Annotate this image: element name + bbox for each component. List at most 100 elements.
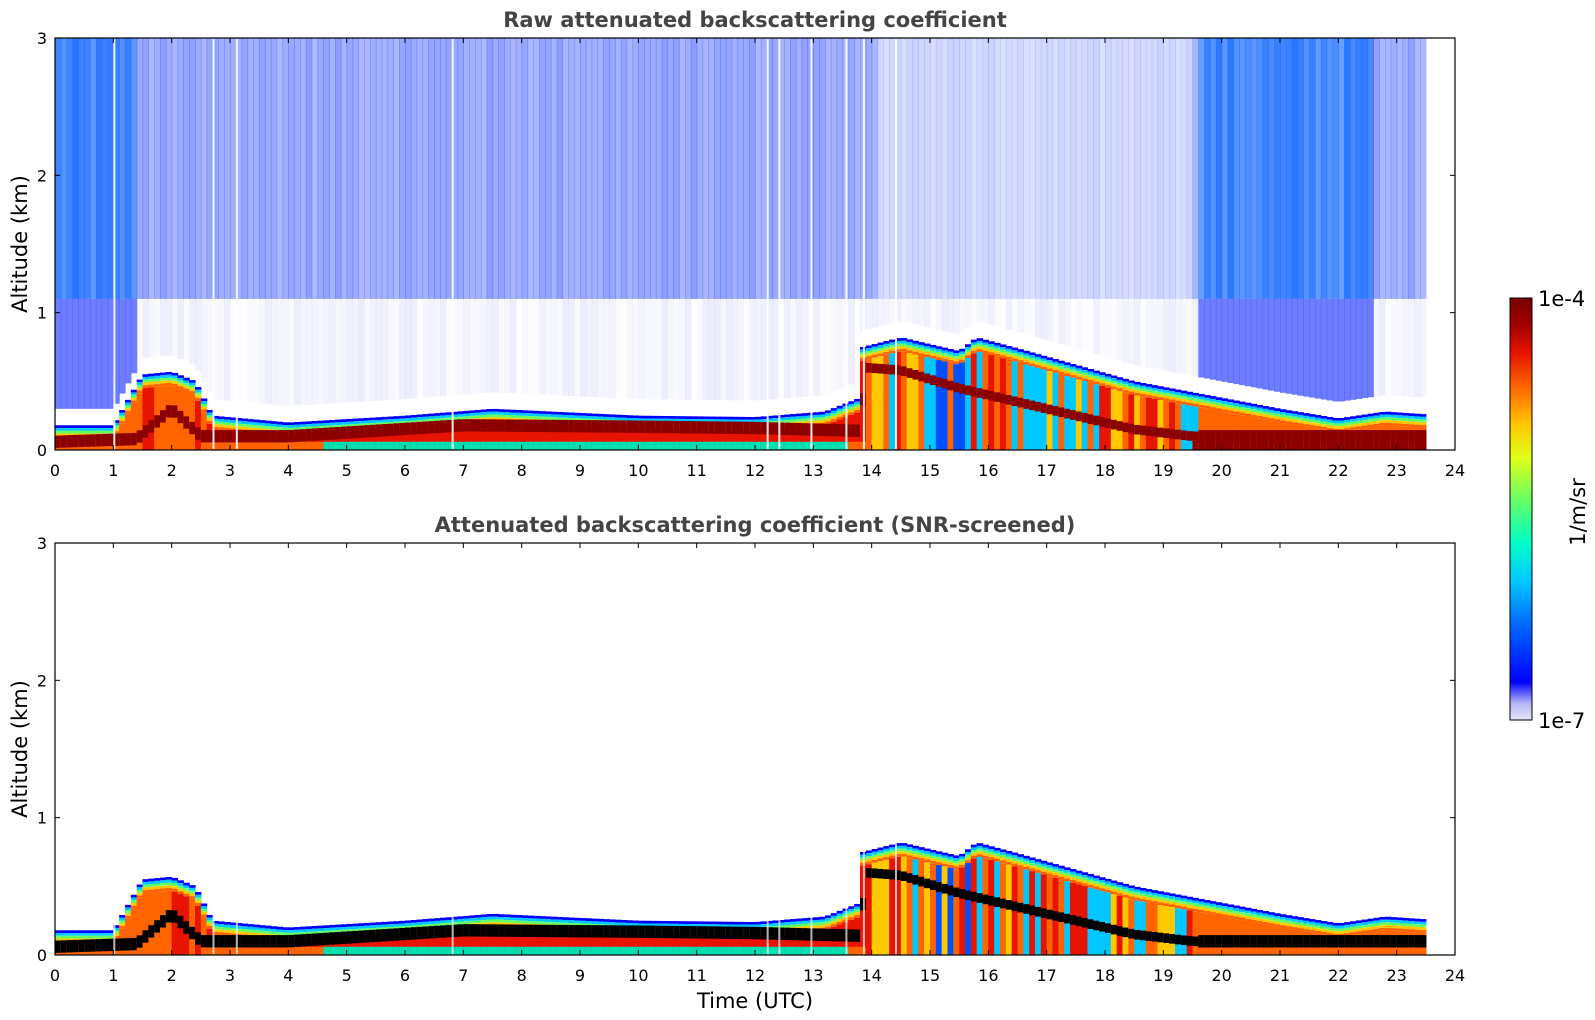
layer-interior	[749, 935, 756, 955]
x-tick-label: 6	[400, 461, 410, 480]
surface-band	[609, 946, 616, 955]
layer-edge	[148, 379, 155, 382]
noise-cell	[731, 38, 739, 299]
layer-interior	[813, 425, 820, 450]
peak-layer	[982, 389, 989, 400]
x-tick-label: 23	[1386, 461, 1406, 480]
surface-band	[445, 441, 453, 450]
surface-band	[521, 946, 529, 955]
layer-edge	[154, 375, 161, 379]
peak-layer	[177, 410, 184, 424]
layer-edge	[790, 414, 797, 417]
layer-edge	[1122, 894, 1129, 898]
surface-band	[725, 441, 733, 450]
layer-edge	[959, 859, 966, 863]
layer-edge	[1215, 408, 1223, 411]
noise-cell	[825, 38, 832, 299]
layer-edge	[755, 416, 762, 420]
peak-layer	[1169, 934, 1176, 944]
peak-layer	[1239, 935, 1246, 948]
layer-edge	[60, 433, 68, 437]
layer-edge	[1198, 904, 1205, 908]
layer-edge	[101, 935, 109, 939]
layer-edge	[311, 423, 319, 427]
layer-edge	[1035, 870, 1042, 873]
layer-edge	[90, 425, 97, 429]
layer-edge	[673, 921, 680, 924]
surface-band	[451, 441, 459, 450]
peak-layer	[451, 924, 459, 938]
surface-band	[755, 946, 762, 955]
layer-interior	[580, 426, 587, 450]
layer-edge	[1210, 901, 1217, 904]
layer-edge	[667, 923, 674, 927]
layer-edge	[1163, 897, 1170, 901]
layer-interior	[410, 428, 418, 450]
surface-band	[1414, 946, 1421, 955]
peak-layer	[609, 420, 616, 433]
noise-cell	[935, 298, 943, 330]
peak-layer	[405, 422, 412, 435]
noise-cell	[1140, 38, 1147, 299]
layer-edge	[253, 419, 260, 423]
layer-interior	[597, 932, 604, 955]
peak-layer	[1075, 411, 1083, 422]
surface-band	[1245, 946, 1252, 955]
layer-edge	[346, 926, 354, 930]
peak-layer	[772, 422, 779, 435]
layer-edge	[1420, 425, 1427, 428]
layer-edge	[282, 930, 289, 933]
layer-interior	[358, 431, 365, 450]
x-tick-label: 10	[628, 966, 648, 985]
noise-cell	[265, 38, 272, 299]
layer-edge	[580, 920, 587, 924]
peak-layer	[195, 427, 202, 440]
peak-layer	[1420, 935, 1427, 948]
layer-interior	[737, 935, 744, 955]
layer-edge	[1315, 922, 1322, 926]
surface-band	[1390, 946, 1398, 955]
layer-edge	[230, 420, 237, 424]
layer-edge	[1081, 872, 1089, 876]
layer-edge	[568, 920, 575, 924]
surface-band	[696, 946, 704, 955]
layer-edge	[1169, 896, 1176, 899]
layer-edge	[906, 347, 914, 351]
peak-layer	[597, 925, 604, 938]
layer-edge	[125, 408, 132, 411]
layer-edge	[1145, 389, 1153, 393]
peak-layer	[1256, 935, 1264, 948]
noise-cell	[206, 38, 214, 299]
layer-edge	[515, 917, 523, 921]
layer-edge	[819, 414, 826, 418]
noise-cell	[323, 38, 330, 299]
layer-edge	[1035, 354, 1042, 357]
peak-layer	[708, 421, 715, 434]
layer-edge	[1262, 417, 1269, 420]
layer-edge	[1046, 865, 1054, 868]
layer-edge	[218, 924, 225, 927]
peak-layer	[177, 915, 184, 929]
layer-edge	[189, 896, 196, 899]
data-gap	[862, 39, 865, 449]
noise-cell	[918, 38, 925, 299]
layer-edge	[1285, 917, 1293, 921]
layer-edge	[743, 416, 750, 420]
noise-cell	[1297, 298, 1304, 396]
surface-band	[323, 946, 330, 955]
noise-cell	[375, 38, 383, 299]
layer-edge	[562, 414, 569, 418]
layer-edge	[165, 887, 173, 891]
layer-edge	[970, 852, 978, 856]
layer-edge	[1186, 905, 1194, 908]
layer-edge	[1280, 925, 1287, 929]
layer-edge	[685, 416, 692, 419]
peak-layer	[953, 382, 960, 393]
layer-edge	[230, 930, 237, 934]
surface-band	[650, 441, 657, 450]
layer-edge	[480, 409, 488, 413]
noise-cell	[941, 298, 949, 332]
layer-edge	[801, 918, 809, 921]
noise-cell	[358, 38, 365, 299]
layer-edge	[1285, 920, 1293, 924]
